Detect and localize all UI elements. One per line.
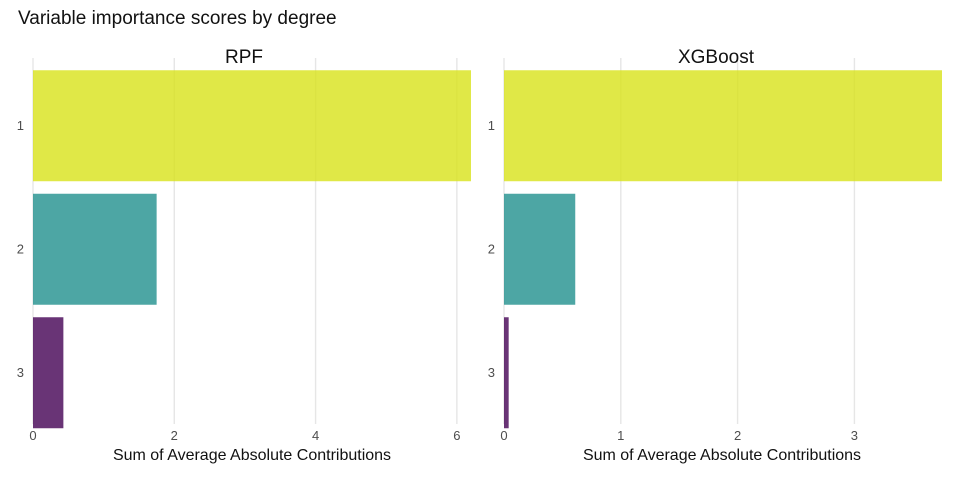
bar-xgboost-degree-3	[504, 317, 509, 429]
bar-rpf-degree-3	[33, 317, 64, 429]
x-tick-label-xgboost-3: 3	[851, 428, 858, 443]
y-tick-label-rpf-2: 2	[17, 241, 24, 256]
x-tick-label-xgboost-0: 0	[500, 428, 507, 443]
x-axis-title-xgboost: Sum of Average Absolute Contributions	[583, 447, 861, 464]
y-tick-label-rpf-3: 3	[17, 365, 24, 380]
x-axis-title-rpf: Sum of Average Absolute Contributions	[113, 447, 391, 464]
bar-xgboost-degree-2	[504, 193, 576, 305]
x-tick-label-rpf-6: 6	[453, 428, 460, 443]
x-tick-label-rpf-4: 4	[312, 428, 319, 443]
y-tick-label-rpf-1: 1	[17, 118, 24, 133]
bar-xgboost-degree-1	[504, 70, 942, 182]
facet-title-rpf: RPF	[225, 47, 263, 68]
y-tick-label-xgboost-3: 3	[488, 365, 495, 380]
x-tick-label-xgboost-1: 1	[617, 428, 624, 443]
facet-panel-xgboost: XGBoost Sum of Average Absolute Contribu…	[488, 47, 942, 464]
y-tick-label-xgboost-2: 2	[488, 241, 495, 256]
facet-title-xgboost: XGBoost	[678, 47, 755, 68]
y-tick-label-xgboost-1: 1	[488, 118, 495, 133]
x-tick-label-xgboost-2: 2	[734, 428, 741, 443]
facet-panel-rpf: RPF Sum of Average Absolute Contribution…	[17, 47, 471, 464]
bar-rpf-degree-2	[33, 193, 157, 305]
chart-title: Variable importance scores by degree	[18, 8, 337, 29]
x-tick-label-rpf-0: 0	[29, 428, 36, 443]
bar-rpf-degree-1	[33, 70, 471, 182]
x-tick-label-rpf-2: 2	[171, 428, 178, 443]
